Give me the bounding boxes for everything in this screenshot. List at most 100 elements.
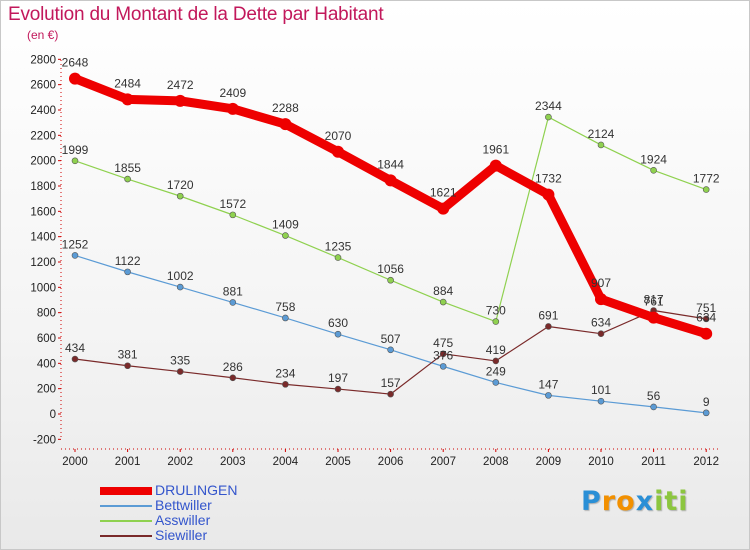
y-tick-label: 2400 xyxy=(30,105,56,117)
x-tick-label: 2011 xyxy=(641,456,666,468)
data-label: 101 xyxy=(591,383,611,397)
data-point xyxy=(597,397,605,405)
data-label: 419 xyxy=(486,343,506,357)
data-label: 147 xyxy=(538,377,558,391)
series-layer xyxy=(69,72,713,417)
data-label: 1252 xyxy=(62,237,89,251)
data-point xyxy=(387,390,394,398)
data-label: 2648 xyxy=(62,56,89,70)
data-label: 1235 xyxy=(325,240,352,254)
x-tick-label: 2006 xyxy=(378,456,404,468)
proxiti-logo: Proxiti xyxy=(581,486,689,517)
data-point xyxy=(492,318,500,325)
data-point xyxy=(176,192,184,200)
data-label: 381 xyxy=(118,348,138,362)
data-label: 1924 xyxy=(640,152,667,166)
data-label: 1844 xyxy=(377,157,404,171)
x-tick-label: 2002 xyxy=(167,456,193,468)
data-label: 507 xyxy=(381,332,401,346)
data-point xyxy=(545,392,552,399)
data-label: 1572 xyxy=(219,197,246,211)
logo-letter: i xyxy=(678,486,689,517)
data-point xyxy=(439,298,447,306)
data-point xyxy=(282,232,289,239)
data-label: 2484 xyxy=(114,76,141,90)
y-tick-label: 800 xyxy=(37,308,56,320)
data-point xyxy=(229,374,237,382)
data-point xyxy=(437,202,450,215)
data-point xyxy=(124,175,131,183)
data-label: 1720 xyxy=(167,178,194,192)
data-label: 335 xyxy=(170,354,190,368)
data-point xyxy=(176,368,184,375)
data-point xyxy=(121,93,134,106)
data-label: 249 xyxy=(486,364,506,378)
data-label: 761 xyxy=(644,295,664,309)
y-tick-label: 600 xyxy=(37,333,56,345)
data-point xyxy=(492,357,500,365)
data-point xyxy=(545,113,552,121)
data-label: 691 xyxy=(538,308,558,322)
data-label: 634 xyxy=(591,316,611,330)
data-label: 2124 xyxy=(588,127,615,141)
data-label: 1999 xyxy=(62,143,89,157)
data-point xyxy=(176,283,184,291)
data-point xyxy=(332,145,344,158)
data-label: 56 xyxy=(647,389,661,403)
data-point xyxy=(439,363,447,370)
data-label: 9 xyxy=(703,395,710,409)
y-tick-label: 400 xyxy=(37,358,56,370)
data-point xyxy=(700,327,713,340)
data-point xyxy=(334,254,342,261)
data-point xyxy=(387,346,394,354)
data-point xyxy=(71,355,79,363)
y-tick-label: 2000 xyxy=(30,156,56,168)
data-point xyxy=(595,293,607,306)
x-tick-label: 2009 xyxy=(536,456,562,468)
data-label: 1961 xyxy=(482,143,509,157)
data-label: 884 xyxy=(433,284,453,298)
data-label: 234 xyxy=(275,366,295,380)
data-label: 1621 xyxy=(430,186,457,200)
data-point xyxy=(702,409,710,417)
data-label: 2409 xyxy=(219,86,246,100)
x-tick-label: 2010 xyxy=(588,456,614,468)
data-label: 630 xyxy=(328,316,348,330)
data-label: 2070 xyxy=(325,129,352,143)
chart-axes: -200 0 200 400 600 800 1000 1200 1400 1600 1800 200… xyxy=(30,54,719,468)
data-label: 2288 xyxy=(272,101,299,115)
x-tick-label: 2001 xyxy=(115,456,141,468)
logo-letter: x xyxy=(635,486,655,517)
data-label: 1732 xyxy=(535,172,562,186)
legend-swatch xyxy=(100,535,152,537)
series-siewiller xyxy=(71,307,710,398)
data-label: 907 xyxy=(591,276,611,290)
data-point xyxy=(597,330,605,337)
data-point xyxy=(226,102,239,115)
data-label: 1056 xyxy=(377,262,404,276)
x-tick-label: 2005 xyxy=(325,456,351,468)
data-label: 730 xyxy=(486,304,506,318)
legend-item-drulingen: DRULINGEN xyxy=(100,482,300,500)
data-point xyxy=(71,157,79,165)
y-tick-label: 1000 xyxy=(30,282,56,294)
series-line xyxy=(70,74,711,339)
legend-swatch xyxy=(100,487,152,495)
data-label: 758 xyxy=(275,300,295,314)
data-point xyxy=(545,323,552,330)
data-label: 1772 xyxy=(693,172,720,186)
y-tick-label: 200 xyxy=(37,384,56,396)
data-label: 2472 xyxy=(167,78,194,92)
data-point xyxy=(647,311,660,324)
data-label: 197 xyxy=(328,371,348,385)
data-label: 475 xyxy=(433,336,453,350)
data-point xyxy=(69,72,81,85)
data-point xyxy=(492,379,500,386)
y-tick-label: 1600 xyxy=(30,206,56,218)
data-point xyxy=(282,381,289,388)
legend-label: DRULINGEN xyxy=(155,482,238,498)
data-label: 376 xyxy=(433,348,453,362)
data-label: 157 xyxy=(381,376,401,390)
data-point xyxy=(124,362,131,370)
